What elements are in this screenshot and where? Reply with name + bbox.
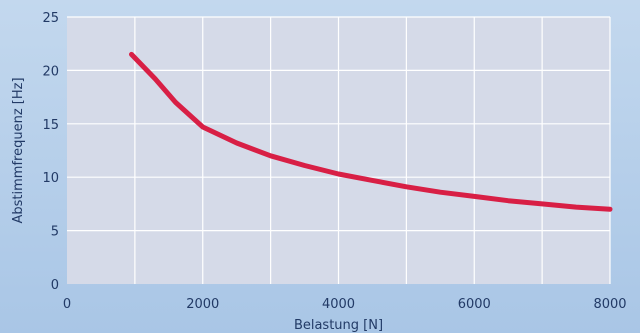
y-axis-label: Abstimmfrequenz [Hz]: [11, 77, 26, 223]
x-tick-label: 0: [63, 297, 71, 312]
y-tick-label: 0: [51, 278, 59, 293]
series-line: [129, 51, 613, 212]
y-tick-label: 15: [42, 118, 59, 133]
x-tick-label: 2000: [186, 297, 219, 312]
grid: [67, 16, 611, 284]
y-tick-label: 25: [42, 11, 59, 26]
x-tick-labels: 0 2000 4000 6000 8000: [63, 297, 627, 312]
y-tick-labels: 0 5 10 15 20 25: [42, 11, 59, 293]
x-axis-label: Belastung [N]: [294, 318, 383, 333]
x-tick-label: 8000: [593, 297, 626, 312]
y-tick-label: 5: [51, 225, 59, 240]
x-tick-label: 6000: [458, 297, 491, 312]
y-tick-label: 20: [42, 64, 59, 79]
y-tick-label: 10: [42, 171, 59, 186]
series-lines: [129, 51, 613, 212]
x-tick-label: 4000: [322, 297, 355, 312]
